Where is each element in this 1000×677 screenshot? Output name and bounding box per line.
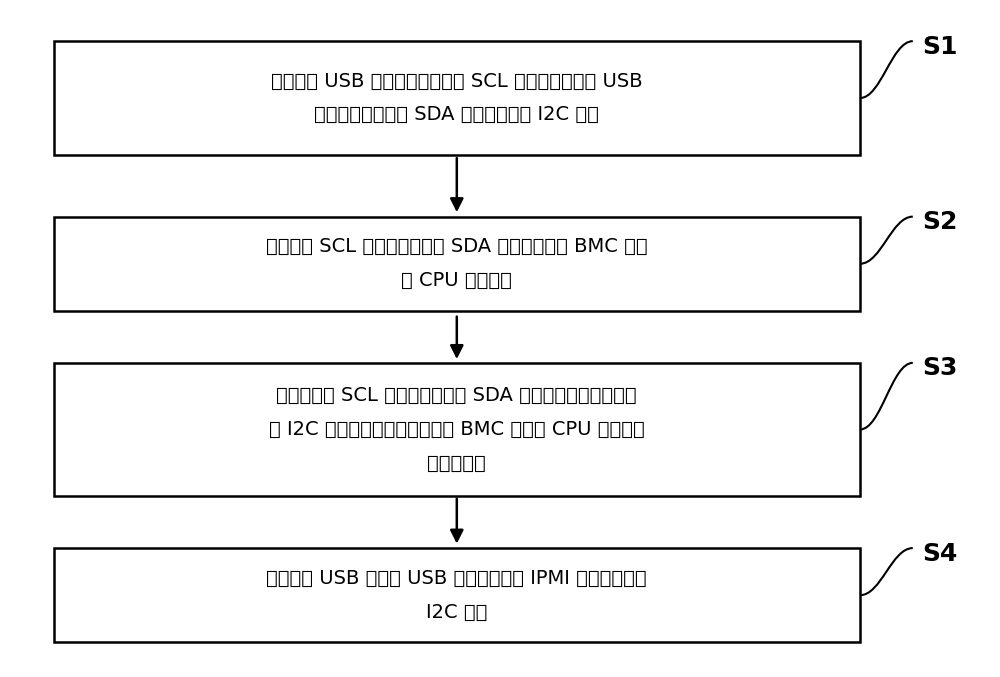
Text: S1: S1 <box>922 35 958 59</box>
FancyBboxPatch shape <box>54 363 860 496</box>
Text: 将模拟的 SCL 时钟线和模拟的 SDA 数据线连接在 BMC 芯片: 将模拟的 SCL 时钟线和模拟的 SDA 数据线连接在 BMC 芯片 <box>266 238 648 257</box>
Text: S4: S4 <box>922 542 958 565</box>
Text: 控制模拟的 SCL 时钟线和模拟的 SDA 数据线的高低电平以模: 控制模拟的 SCL 时钟线和模拟的 SDA 数据线的高低电平以模 <box>276 386 637 406</box>
FancyBboxPatch shape <box>54 41 860 155</box>
Text: 拟 I2C 接口的数据传输，以进行 BMC 芯片和 CPU 芯片之间: 拟 I2C 接口的数据传输，以进行 BMC 芯片和 CPU 芯片之间 <box>269 420 645 439</box>
FancyBboxPatch shape <box>54 548 860 642</box>
Text: 调整第一 USB 和第二 USB 的设备树以使 IPMI 程序对接模拟: 调整第一 USB 和第二 USB 的设备树以使 IPMI 程序对接模拟 <box>266 569 647 588</box>
Text: 使用第一 USB 的两个差分线模拟 SCL 时钟线并用第二 USB: 使用第一 USB 的两个差分线模拟 SCL 时钟线并用第二 USB <box>271 72 643 91</box>
Text: 的数据传输: 的数据传输 <box>427 454 486 473</box>
Text: S2: S2 <box>922 210 958 234</box>
Text: I2C 接口: I2C 接口 <box>426 603 487 621</box>
Text: S3: S3 <box>922 356 958 380</box>
Text: 和 CPU 芯片之间: 和 CPU 芯片之间 <box>401 271 512 290</box>
FancyBboxPatch shape <box>54 217 860 311</box>
Text: 的两个差分线模拟 SDA 数据线以模拟 I2C 接口: 的两个差分线模拟 SDA 数据线以模拟 I2C 接口 <box>314 106 599 125</box>
